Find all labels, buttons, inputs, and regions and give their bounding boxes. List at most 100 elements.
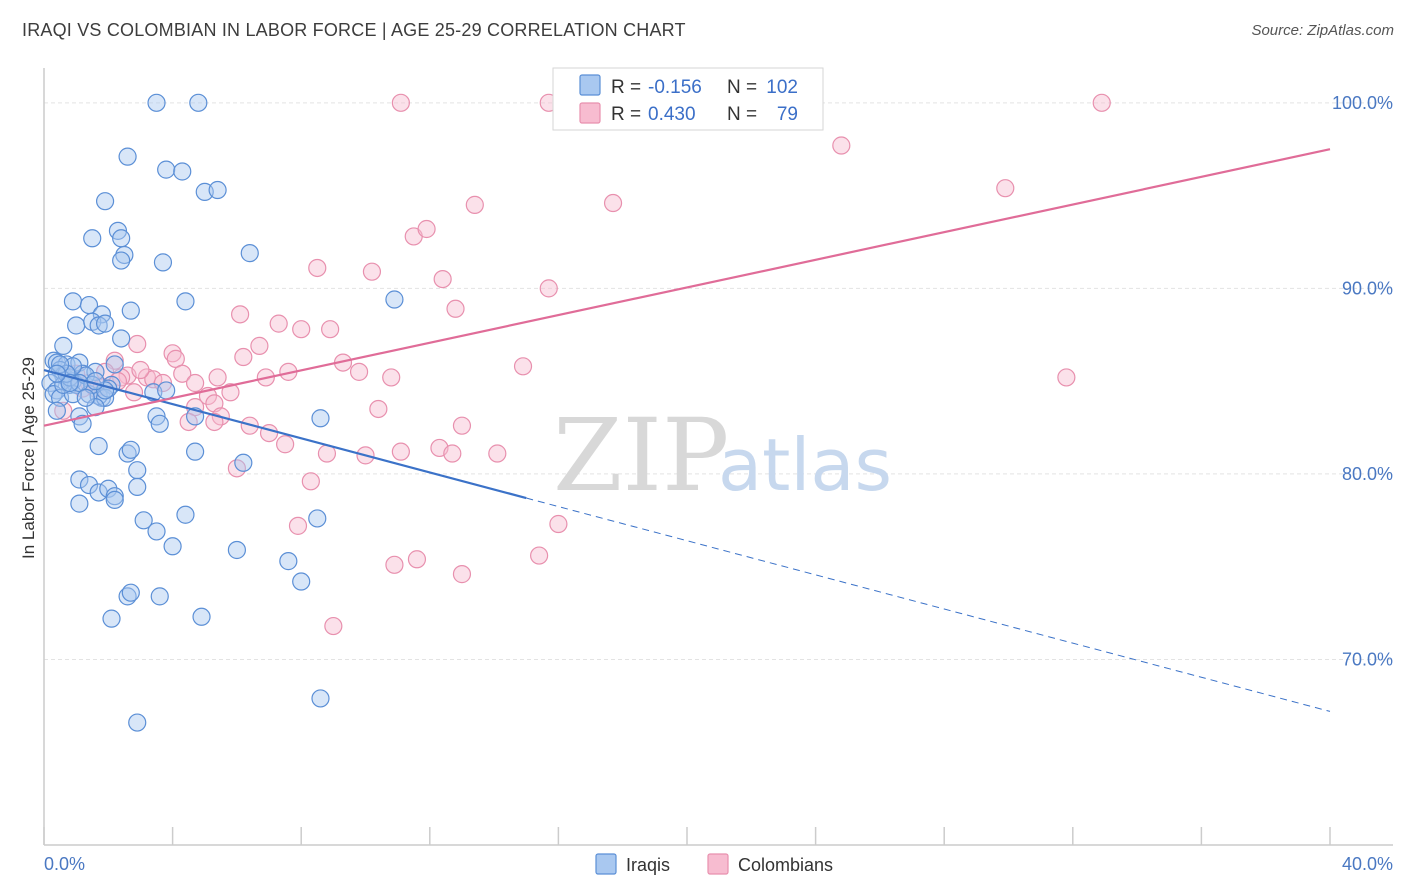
iraqi-point-78 xyxy=(227,540,246,560)
iraqi-point-31 xyxy=(105,355,124,374)
series-legend: Iraqis Colombians xyxy=(595,853,833,875)
colombian-point-71 xyxy=(1057,368,1076,387)
colombian-point-70 xyxy=(324,616,343,636)
colombian-point-54 xyxy=(452,416,472,435)
iraqi-point-64 xyxy=(234,453,253,472)
series-legend-label-iraqi: Iraqis xyxy=(626,855,670,875)
iraqi-points xyxy=(41,93,404,732)
colombian-point-27 xyxy=(513,357,533,376)
iraqi-trend-line xyxy=(43,368,527,500)
legend-swatch-colombian xyxy=(579,102,601,124)
iraqi-point-70 xyxy=(128,477,147,497)
colombian-point-7 xyxy=(996,179,1015,198)
iraqi-point-51 xyxy=(47,401,66,420)
iraqi-point-71 xyxy=(70,494,89,513)
colombian-point-5 xyxy=(1092,93,1111,112)
iraqi-point-0 xyxy=(147,93,166,112)
legend-n-label-colombian: N = xyxy=(727,104,757,125)
iraqi-point-20 xyxy=(385,290,404,309)
iraqi-point-88 xyxy=(54,375,73,394)
colombian-point-21 xyxy=(128,334,147,354)
colombian-point-9 xyxy=(465,195,484,214)
colombian-point-16 xyxy=(231,305,250,324)
colombian-point-36 xyxy=(349,362,369,381)
colombian-point-22 xyxy=(163,344,182,363)
colombian-point-13 xyxy=(362,262,382,281)
colombian-point-20 xyxy=(446,299,465,318)
colombian-point-68 xyxy=(530,546,549,565)
iraqi-point-2 xyxy=(118,147,137,166)
x-tick-label-1: 40.0% xyxy=(1342,854,1393,874)
iraqi-point-83 xyxy=(150,587,169,606)
legend-r-label-iraqi: R = xyxy=(611,77,641,98)
x-tick-label-0: 0.0% xyxy=(44,854,85,874)
iraqi-point-12 xyxy=(112,251,131,270)
colombian-point-12 xyxy=(308,258,327,278)
colombian-point-41 xyxy=(186,373,205,393)
iraqi-point-6 xyxy=(208,180,227,200)
iraqi-point-25 xyxy=(112,329,131,348)
colombian-point-23 xyxy=(250,336,269,355)
iraqi-point-17 xyxy=(121,301,140,320)
colombian-point-33 xyxy=(208,368,227,387)
colombian-point-31 xyxy=(144,370,163,389)
iraqi-point-8 xyxy=(83,229,102,248)
colombian-points xyxy=(54,93,1111,636)
iraqi-point-10 xyxy=(112,229,131,248)
iraqi-point-87 xyxy=(128,713,147,732)
iraqi-point-59 xyxy=(89,436,108,456)
colombian-point-47 xyxy=(369,399,388,419)
iraqi-point-85 xyxy=(192,607,211,626)
iraqi-point-21 xyxy=(67,316,86,335)
iraqi-point-98 xyxy=(76,388,95,407)
legend-n-label-iraqi: N = xyxy=(727,77,757,98)
iraqi-point-23 xyxy=(89,316,108,335)
iraqi-point-3 xyxy=(157,160,176,179)
iraqi-point-74 xyxy=(134,511,153,530)
colombian-point-74 xyxy=(131,360,150,380)
y-tick-label-2: 90.0% xyxy=(1342,278,1393,298)
watermark: ZIP atlas xyxy=(553,397,892,514)
legend-n-value-iraqi: 102 xyxy=(766,77,798,98)
iraqi-point-4 xyxy=(173,162,192,181)
iraqi-point-84 xyxy=(102,609,121,628)
colombian-point-19 xyxy=(321,320,340,339)
iraqi-point-62 xyxy=(186,442,205,461)
colombian-point-63 xyxy=(301,472,320,491)
iraqi-point-1 xyxy=(189,93,208,112)
source-label: Source: ZipAtlas.com xyxy=(1251,22,1394,39)
watermark-atlas: atlas xyxy=(718,423,892,507)
legend-n-value-colombian: 79 xyxy=(777,104,798,125)
iraqi-point-73 xyxy=(176,505,195,524)
iraqi-point-79 xyxy=(279,552,298,571)
colombian-point-58 xyxy=(391,442,410,461)
watermark-zip: ZIP xyxy=(553,397,729,514)
colombian-point-18 xyxy=(292,320,311,339)
iraqi-point-15 xyxy=(63,292,83,311)
y-tick-labels: 70.0% 80.0% 90.0% 100.0% xyxy=(1332,93,1393,670)
colombian-point-64 xyxy=(288,516,308,535)
colombian-point-66 xyxy=(385,555,404,574)
iraqi-point-72 xyxy=(105,490,124,509)
x-tick-labels: 0.0% 40.0% xyxy=(44,854,1393,874)
legend-r-label-colombian: R = xyxy=(611,104,641,125)
iraqi-point-63 xyxy=(128,461,147,480)
iraqi-point-24 xyxy=(95,314,115,333)
series-legend-label-colombian: Colombians xyxy=(738,855,833,875)
colombian-point-8 xyxy=(603,193,623,213)
colombian-point-15 xyxy=(539,279,558,298)
iraqi-point-82 xyxy=(121,583,140,602)
series-legend-swatch-iraqi xyxy=(595,853,617,875)
colombian-point-32 xyxy=(173,364,192,383)
iraqi-point-65 xyxy=(70,470,89,489)
legend-swatch-iraqi xyxy=(579,74,601,96)
iraqi-point-77 xyxy=(163,537,182,556)
y-tick-label-1: 80.0% xyxy=(1342,464,1393,484)
series-legend-swatch-colombian xyxy=(707,853,729,875)
legend-r-value-colombian: 0.430 xyxy=(648,104,696,125)
colombian-point-37 xyxy=(382,368,401,387)
colombian-point-51 xyxy=(205,412,224,432)
iraqi-point-58 xyxy=(150,414,169,433)
colombian-point-6 xyxy=(832,136,851,155)
